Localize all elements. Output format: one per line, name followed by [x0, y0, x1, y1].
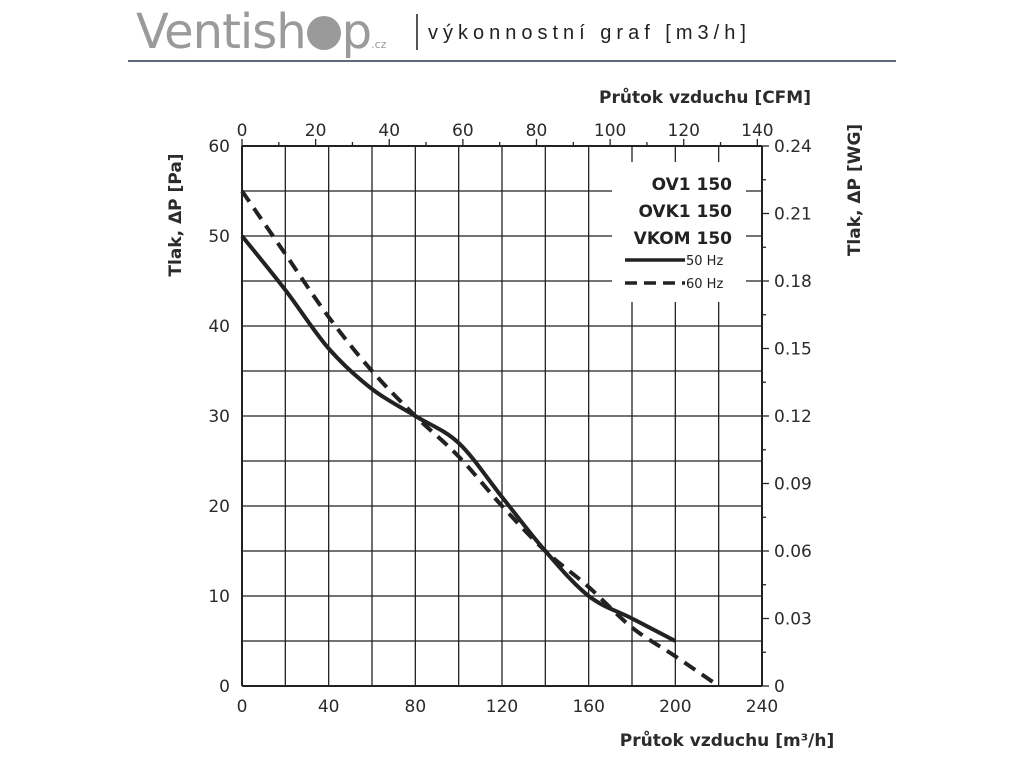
x2-tick-label: 120: [668, 121, 700, 141]
logo-tld: .cz: [371, 38, 387, 51]
y2-tick-label: 0: [774, 677, 785, 697]
x-tick-label: 240: [746, 697, 778, 717]
y2-tick-label: 0.15: [774, 340, 812, 360]
y2-tick-label: 0.24: [774, 137, 812, 157]
y2-tick-label: 0.09: [774, 475, 812, 495]
x2-tick-label: 0: [237, 121, 248, 141]
divider: [416, 14, 418, 50]
y2-tick-label: 0.03: [774, 610, 812, 630]
x-tick-label: 200: [659, 697, 691, 717]
y-axis-label: Tlak, ΔP [Pa]: [166, 153, 186, 276]
legend-model: OVK1 150: [638, 202, 732, 222]
x2-tick-label: 100: [594, 121, 626, 141]
x-tick-label: 80: [405, 697, 427, 717]
logo: Ventish p.cz: [136, 4, 386, 60]
y2-tick-label: 0.18: [774, 272, 812, 292]
y-tick-label: 60: [208, 137, 230, 157]
y-tick-label: 40: [208, 317, 230, 337]
x2-tick-label: 40: [378, 121, 400, 141]
chart-subtitle: výkonnostní graf [m3/h]: [428, 22, 751, 44]
logo-text: Ventish: [136, 4, 307, 60]
y2-tick-label: 0.12: [774, 407, 812, 427]
y-tick-label: 0: [219, 677, 230, 697]
y2-tick-label: 0.06: [774, 542, 812, 562]
x-axis-label: Průtok vzduchu [m³/h]: [620, 729, 834, 751]
header: Ventish p.cz výkonnostní graf [m3/h]: [128, 0, 896, 62]
y2-tick-label: 0.21: [774, 205, 812, 225]
legend-label: 60 Hz: [686, 277, 723, 292]
series-line-50hz: [240, 234, 677, 643]
y-tick-label: 50: [208, 227, 230, 247]
x-tick-label: 160: [572, 697, 604, 717]
y-tick-label: 10: [208, 587, 230, 607]
x-tick-label: 40: [318, 697, 340, 717]
x2-tick-label: 20: [305, 121, 327, 141]
legend-label: 50 Hz: [686, 254, 723, 269]
legend-model: OV1 150: [652, 175, 733, 195]
x2-tick-label: 140: [741, 121, 773, 141]
x-tick-label: 120: [486, 697, 518, 717]
x2-axis-label: Průtok vzduchu [CFM]: [599, 86, 811, 108]
y-tick-label: 20: [208, 497, 230, 517]
x2-tick-label: 80: [526, 121, 548, 141]
x-tick-label: 0: [237, 697, 248, 717]
series-line-60hz: [240, 189, 720, 688]
y2-axis-label: Tlak, ΔP [WG]: [845, 124, 865, 256]
legend-model: VKOM 150: [634, 229, 733, 249]
fan-icon: [306, 16, 341, 50]
x2-tick-label: 60: [452, 121, 474, 141]
legend-box: [612, 162, 746, 302]
logo-text-end: p: [341, 4, 372, 60]
y-tick-label: 30: [208, 407, 230, 427]
